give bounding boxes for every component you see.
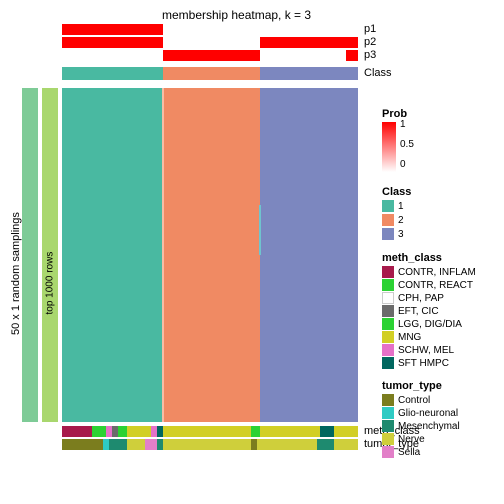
tumor-type-seg <box>163 439 252 450</box>
p-row-seg <box>62 50 163 61</box>
legend-meth-item: CPH, PAP <box>382 292 444 304</box>
tumor-type-seg <box>334 439 358 450</box>
class-row-label: Class <box>364 67 392 79</box>
main-col <box>62 88 163 422</box>
rows-label: top 1000 rows <box>45 195 56 315</box>
left-bar-sampling <box>22 88 38 422</box>
legend-class-title: Class <box>382 186 411 198</box>
class-row-seg <box>62 67 163 80</box>
main-col <box>260 88 358 422</box>
p-row-seg <box>260 37 358 48</box>
tumor-type-seg <box>109 439 127 450</box>
chart-title: membership heatmap, k = 3 <box>162 8 311 22</box>
tumor-type-seg <box>62 439 103 450</box>
prob-tick: 1 <box>400 119 406 130</box>
meth-class-seg <box>118 426 127 437</box>
legend-meth-item: EFT, CIC <box>382 305 439 317</box>
legend-tumor-item: Mesenchymal <box>382 420 460 432</box>
class-row-seg <box>260 67 358 80</box>
legend-meth-item: MNG <box>382 331 421 343</box>
legend-meth-title: meth_class <box>382 252 442 264</box>
p-row-seg <box>62 37 163 48</box>
sampling-label: 50 x 1 random samplings <box>10 175 22 335</box>
meth-class-seg <box>260 426 319 437</box>
seam <box>259 205 261 255</box>
legend-meth-item: LGG, DIG/DIA <box>382 318 462 330</box>
prob-tick: 0 <box>400 159 406 170</box>
legend-meth-item: CONTR, INFLAM <box>382 266 476 278</box>
legend-tumor-item: Sella <box>382 446 420 458</box>
legend-class-item: 2 <box>382 214 404 226</box>
p-row-label: p1 <box>364 23 376 35</box>
prob-tick: 0.5 <box>400 139 414 150</box>
prob-gradient <box>382 122 396 172</box>
legend-tumor-item: Nerve <box>382 433 425 445</box>
legend-meth-item: SCHW, MEL <box>382 344 454 356</box>
tumor-type-seg <box>317 439 335 450</box>
meth-class-seg <box>127 426 151 437</box>
legend-meth-item: SFT HMPC <box>382 357 449 369</box>
legend-tumor-item: Glio-neuronal <box>382 407 458 419</box>
tumor-type-seg <box>257 439 316 450</box>
p-row-seg <box>346 50 358 61</box>
meth-class-seg <box>320 426 335 437</box>
legend-meth-item: CONTR, REACT <box>382 279 473 291</box>
legend-tumor-title: tumor_type <box>382 380 442 392</box>
p-row-label: p3 <box>364 49 376 61</box>
p-row-seg <box>163 50 261 61</box>
p-row-seg <box>62 24 163 35</box>
tumor-type-seg <box>145 439 157 450</box>
seam <box>162 88 164 422</box>
meth-class-seg <box>163 426 252 437</box>
p-row-seg <box>260 50 346 61</box>
meth-class-seg <box>334 426 358 437</box>
legend-tumor-item: Control <box>382 394 430 406</box>
main-col <box>163 88 261 422</box>
tumor-type-seg <box>127 439 145 450</box>
p-row-seg <box>163 37 261 48</box>
meth-class-seg <box>92 426 107 437</box>
class-row-seg <box>163 67 261 80</box>
meth-class-seg <box>251 426 260 437</box>
legend-class-item: 1 <box>382 200 404 212</box>
meth-class-seg <box>62 426 92 437</box>
p-row-seg <box>163 24 358 35</box>
legend-class-item: 3 <box>382 228 404 240</box>
p-row-label: p2 <box>364 36 376 48</box>
